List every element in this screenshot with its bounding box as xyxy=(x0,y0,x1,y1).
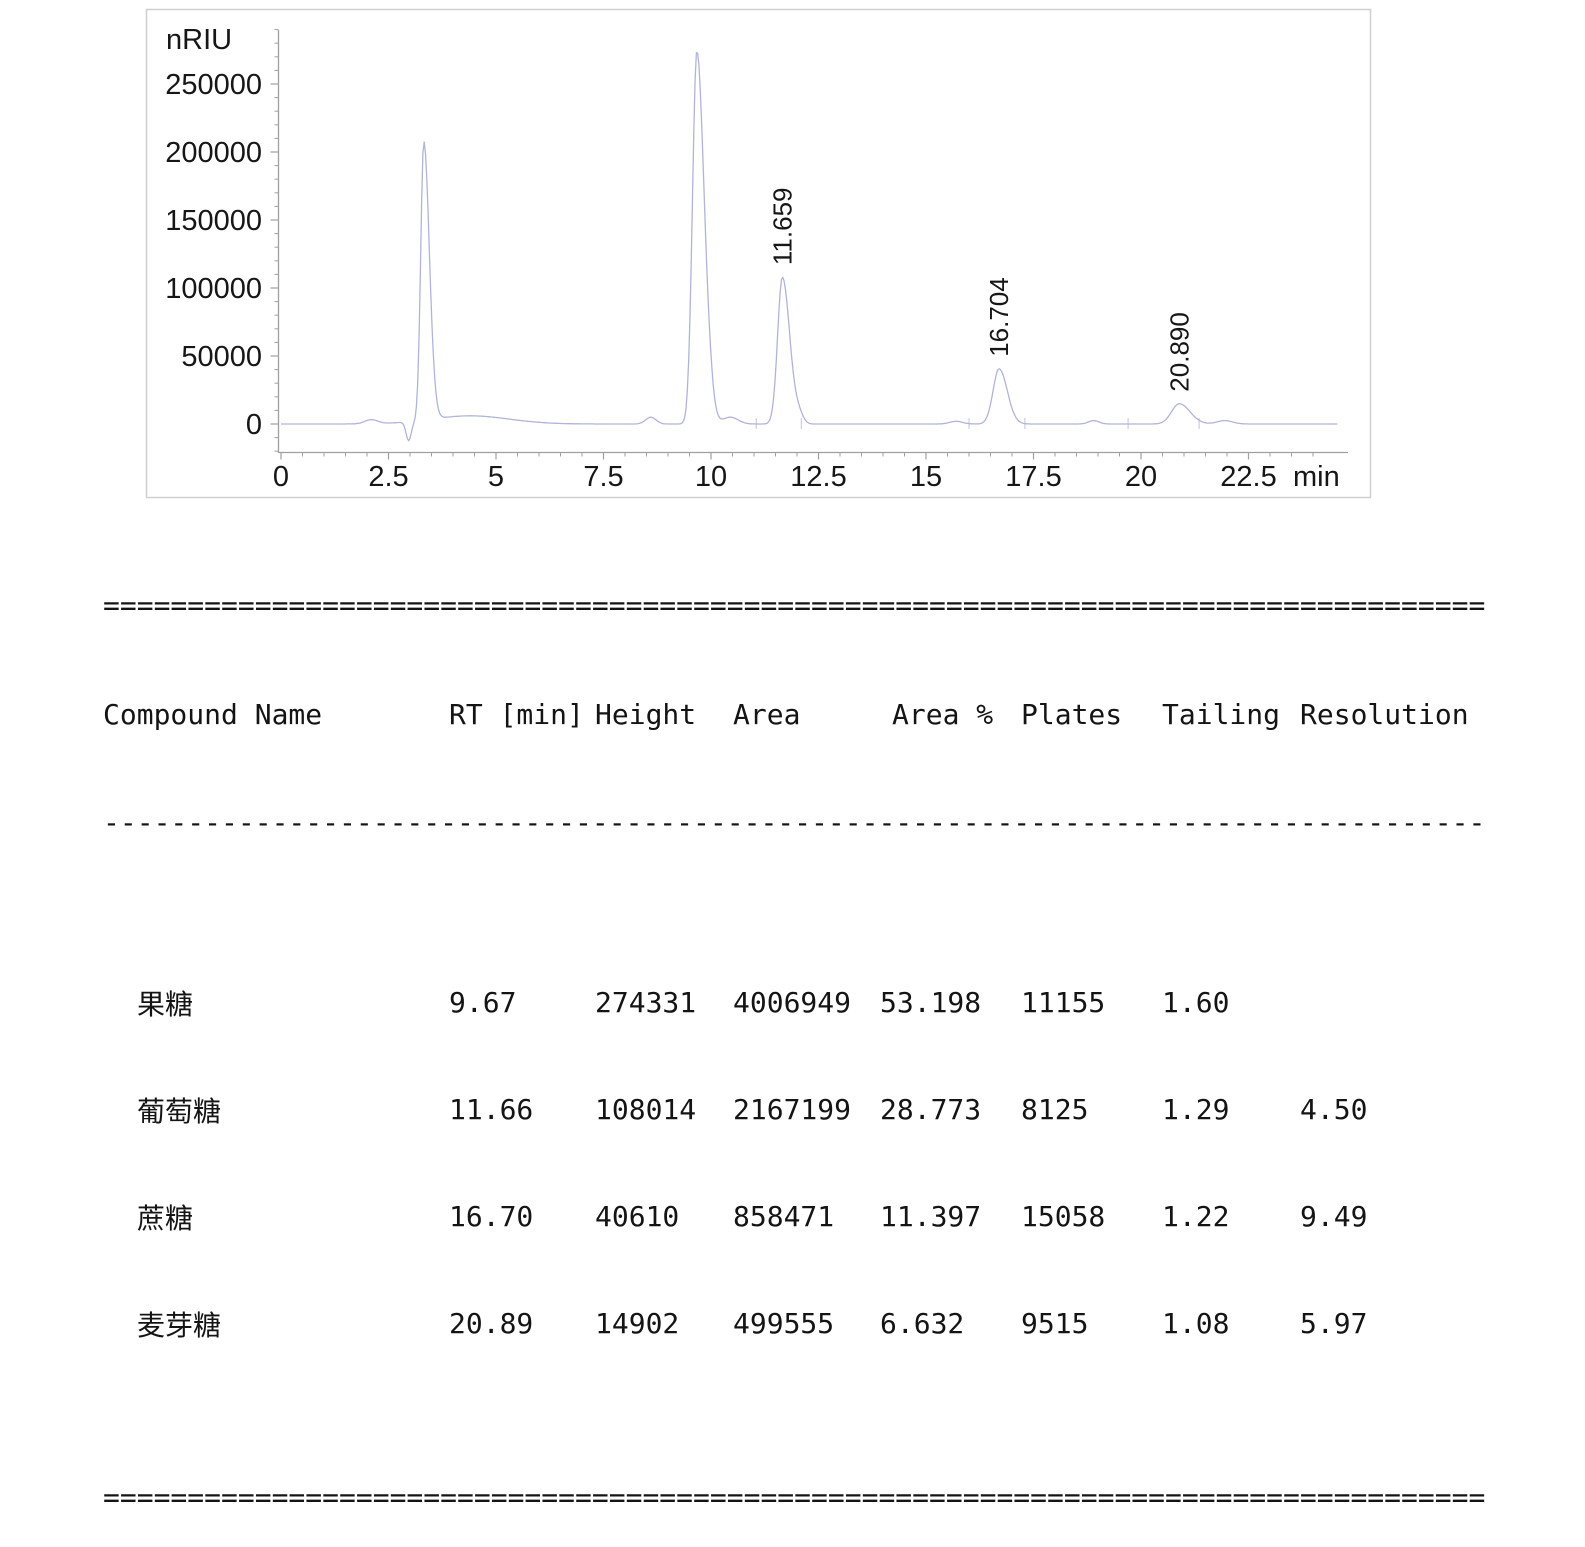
x-tick-label: 20 xyxy=(1125,461,1157,493)
header-area-pct: Area % xyxy=(892,697,994,731)
x-tick-label: 22.5 xyxy=(1220,461,1276,493)
cell-resolution: 9.49 xyxy=(1300,1200,1368,1233)
chart-frame xyxy=(145,8,1372,499)
chromatogram-plot: 0 50000 100000 150000 200000 250000 0 2.5 5 7.5 10… xyxy=(0,0,1585,520)
cell-area: 499555 xyxy=(733,1307,835,1340)
cell-area-pct: 28.773 xyxy=(880,1093,982,1126)
table-row: 麦芽糖 20.89 14902 499555 6.632 9515 1.08 5… xyxy=(103,1303,1495,1344)
table-rule-middle: ----------------------------------------… xyxy=(103,806,1486,839)
cell-area: 858471 xyxy=(733,1200,835,1233)
cell-resolution: 4.50 xyxy=(1300,1093,1368,1126)
y-tick-label: 100000 xyxy=(165,273,262,305)
table-body: 果糖 9.67 274331 4006949 53.198 11155 1.60… xyxy=(103,916,1495,1410)
cell-rt: 9.67 xyxy=(449,986,517,1019)
table-row: 蔗糖 16.70 40610 858471 11.397 15058 1.22 … xyxy=(103,1196,1495,1237)
cell-plates: 11155 xyxy=(1021,986,1106,1019)
x-tick-label: 7.5 xyxy=(583,461,623,493)
table-rule-bottom: ========================================… xyxy=(103,1482,1486,1514)
x-tick-label: 17.5 xyxy=(1005,461,1061,493)
cell-area-pct: 6.632 xyxy=(880,1307,965,1340)
x-tick-label: 5 xyxy=(488,461,504,493)
table-row: 果糖 9.67 274331 4006949 53.198 11155 1.60 xyxy=(103,982,1495,1023)
cell-tailing: 1.08 xyxy=(1162,1307,1230,1340)
cell-tailing: 1.60 xyxy=(1162,986,1230,1019)
y-axis-unit-label: nRIU xyxy=(166,24,232,56)
cell-resolution: 5.97 xyxy=(1300,1307,1368,1340)
cell-rt: 20.89 xyxy=(449,1307,534,1340)
cell-area: 4006949 xyxy=(733,986,852,1019)
y-tick-label: 0 xyxy=(246,409,262,441)
cell-plates: 15058 xyxy=(1021,1200,1106,1233)
x-tick-label: 0 xyxy=(273,461,289,493)
header-plates: Plates xyxy=(1021,697,1123,731)
header-tailing: Tailing xyxy=(1162,697,1281,731)
cell-plates: 9515 xyxy=(1021,1307,1089,1340)
y-tick-label: 250000 xyxy=(165,69,262,101)
x-axis-unit-label: min xyxy=(1293,461,1340,493)
cell-tailing: 1.29 xyxy=(1162,1093,1230,1126)
x-tick-label: 10 xyxy=(695,461,727,493)
cell-compound-name: 麦芽糖 xyxy=(137,1308,222,1342)
cell-compound-name: 果糖 xyxy=(137,987,194,1021)
cell-height: 274331 xyxy=(595,986,697,1019)
cell-height: 14902 xyxy=(595,1307,680,1340)
cell-plates: 8125 xyxy=(1021,1093,1089,1126)
header-area: Area xyxy=(733,697,801,731)
header-height: Height xyxy=(595,697,697,731)
header-compound-name: Compound Name xyxy=(103,697,323,731)
peak-rt-label: 11.659 xyxy=(767,188,797,266)
cell-compound-name: 蔗糖 xyxy=(137,1201,194,1235)
header-resolution: Resolution xyxy=(1300,697,1469,731)
peak-rt-label: 20.890 xyxy=(1164,312,1194,392)
cell-rt: 16.70 xyxy=(449,1200,534,1233)
cell-area-pct: 11.397 xyxy=(880,1200,982,1233)
table-rule-top: ========================================… xyxy=(103,590,1486,622)
peak-rt-label: 16.704 xyxy=(984,277,1014,357)
table-row: 葡萄糖 11.66 108014 2167199 28.773 8125 1.2… xyxy=(103,1089,1495,1130)
cell-compound-name: 葡萄糖 xyxy=(137,1094,222,1128)
cell-height: 108014 xyxy=(595,1093,697,1126)
x-tick-label: 12.5 xyxy=(790,461,846,493)
x-tick-label: 2.5 xyxy=(368,461,408,493)
cell-tailing: 1.22 xyxy=(1162,1200,1230,1233)
cell-area: 2167199 xyxy=(733,1093,852,1126)
signal-trace xyxy=(281,52,1338,442)
y-tick-label: 150000 xyxy=(165,205,262,237)
cell-height: 40610 xyxy=(595,1200,680,1233)
x-tick-label: 15 xyxy=(910,461,942,493)
header-rt: RT [min] xyxy=(449,697,584,731)
cell-rt: 11.66 xyxy=(449,1093,534,1126)
cell-area-pct: 53.198 xyxy=(880,986,982,1019)
y-tick-label: 50000 xyxy=(181,341,262,373)
table-header-row: Compound Name RT [min] Height Area Area … xyxy=(103,692,1495,736)
y-tick-label: 200000 xyxy=(165,137,262,169)
peak-results-table: ========================================… xyxy=(103,524,1495,1547)
